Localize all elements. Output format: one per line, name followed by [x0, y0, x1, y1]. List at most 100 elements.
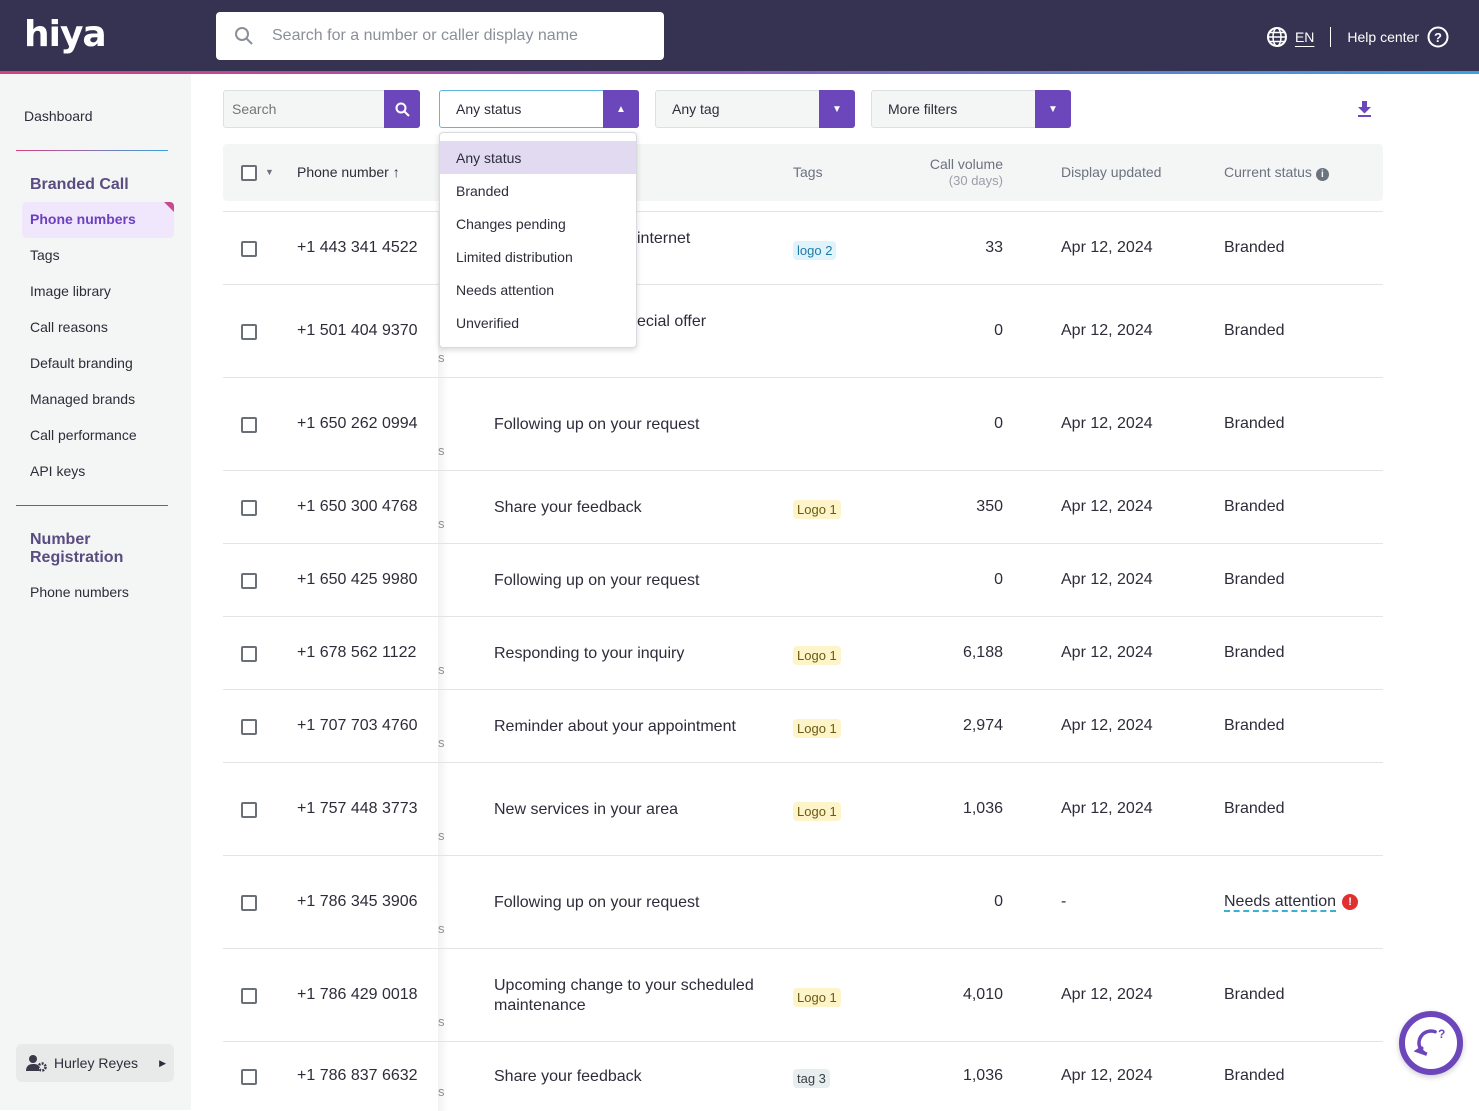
phone-number[interactable]: +1 786 345 3906: [297, 892, 418, 910]
table-row[interactable]: +1 786 345 3906 s Following up on your re…: [223, 855, 1383, 948]
column-current-status: Current status i: [1224, 164, 1329, 181]
table-row[interactable]: +1 707 703 4760 s Reminder about your app…: [223, 689, 1383, 762]
status-option[interactable]: Branded: [456, 182, 509, 199]
sidebar-item-managed-brands[interactable]: Managed brands: [30, 391, 136, 407]
row-checkbox[interactable]: [241, 572, 257, 589]
phone-number[interactable]: +1 786 837 6632: [297, 1067, 418, 1084]
select-all-checkbox[interactable]: [241, 165, 257, 181]
display-updated: -: [1061, 892, 1067, 910]
table-row[interactable]: +1 650 262 0994 s Following up on your re…: [223, 377, 1383, 470]
more-filters[interactable]: More filters ▼: [871, 90, 1071, 128]
caret-down-icon[interactable]: ▼: [1035, 90, 1071, 128]
caret-down-icon[interactable]: ▼: [819, 90, 855, 128]
tag-filter-value: Any tag: [672, 101, 720, 117]
phone-number[interactable]: +1 757 448 3773: [297, 799, 418, 817]
global-search[interactable]: [216, 12, 664, 60]
display-updated: Apr 12, 2024: [1061, 716, 1153, 734]
user-menu[interactable]: Hurley Reyes ▶: [16, 1044, 174, 1082]
caret-up-icon[interactable]: ▲: [603, 90, 639, 128]
divider: [1330, 27, 1332, 47]
search-button[interactable]: [384, 90, 420, 128]
sticky-column-shadow: [438, 544, 448, 616]
tag-badge[interactable]: Logo 1: [793, 499, 841, 519]
sidebar-item-phone-numbers[interactable]: Phone numbers: [22, 202, 174, 238]
sidebar: Dashboard Branded Call Phone numbers Tag…: [0, 74, 191, 1110]
row-checkbox[interactable]: [241, 718, 257, 735]
sidebar-item-call-performance[interactable]: Call performance: [30, 427, 137, 443]
phone-number[interactable]: +1 443 341 4522: [297, 238, 418, 256]
call-volume: 350: [976, 497, 1003, 515]
sticky-column-shadow: [438, 949, 448, 1041]
status-option[interactable]: Any status: [440, 141, 636, 174]
status-needs-attention[interactable]: Needs attention!: [1224, 892, 1359, 912]
global-search-input[interactable]: [272, 27, 632, 45]
row-checkbox[interactable]: [241, 323, 257, 340]
current-status: Branded: [1224, 238, 1285, 256]
tag-badge[interactable]: tag 3: [793, 1069, 830, 1088]
phone-numbers-table: ▼ Phone number ↑ Tags Call volume (30 day…: [223, 144, 1383, 1111]
tag-badge[interactable]: logo 2: [793, 240, 837, 260]
table-search[interactable]: [223, 90, 420, 128]
phone-number[interactable]: +1 707 703 4760: [297, 716, 418, 734]
row-checkbox[interactable]: [241, 499, 257, 516]
table-row[interactable]: +1 757 448 3773 s New services in your ar…: [223, 762, 1383, 855]
active-marker: [164, 202, 174, 212]
table-row[interactable]: +1 501 404 9370 s ecial offer 0 Apr 12, 20…: [223, 284, 1383, 377]
row-checkbox[interactable]: [241, 416, 257, 433]
download-icon[interactable]: [1357, 100, 1372, 118]
phone-number[interactable]: +1 650 262 0994: [297, 414, 418, 432]
sidebar-item-dashboard[interactable]: Dashboard: [24, 108, 93, 124]
table-row[interactable]: +1 786 837 6632 s Share your feedback tag …: [223, 1041, 1383, 1111]
hiya-logo[interactable]: hiya: [24, 14, 107, 55]
status-option[interactable]: Changes pending: [456, 215, 566, 232]
column-phone-number[interactable]: Phone number ↑: [297, 164, 400, 180]
tag-badge[interactable]: Logo 1: [793, 801, 841, 821]
row-checkbox[interactable]: [241, 801, 257, 818]
sidebar-item-default-branding[interactable]: Default branding: [30, 355, 133, 371]
alert-icon: !: [1342, 893, 1359, 910]
phone-number[interactable]: +1 650 425 9980: [297, 570, 418, 588]
chat-help-button[interactable]: ?: [1399, 1011, 1463, 1075]
globe-icon[interactable]: [1266, 27, 1287, 47]
status-filter[interactable]: Any status ▲: [439, 90, 639, 128]
column-call-volume[interactable]: Call volume (30 days): [929, 156, 1003, 188]
phone-number[interactable]: +1 501 404 9370: [297, 321, 418, 339]
language-selector[interactable]: EN: [1294, 29, 1315, 45]
row-checkbox[interactable]: [241, 645, 257, 662]
sidebar-item-api-keys[interactable]: API keys: [30, 463, 86, 479]
phone-number[interactable]: +1 678 562 1122: [297, 643, 417, 661]
table-row[interactable]: +1 443 341 4522 internet logo 2 33 Apr 12,…: [223, 211, 1383, 284]
tag-badge[interactable]: Logo 1: [793, 718, 841, 738]
sidebar-item-registration-phone-numbers[interactable]: Phone numbers: [30, 584, 129, 600]
table-row[interactable]: +1 650 425 9980 Following up on your req…: [223, 543, 1383, 616]
status-option[interactable]: Needs attention: [456, 281, 555, 298]
user-name: Hurley Reyes: [54, 1055, 139, 1071]
info-icon[interactable]: i: [1315, 168, 1329, 181]
sidebar-item-label: Phone numbers: [30, 211, 136, 227]
row-checkbox[interactable]: [241, 894, 257, 911]
table-row[interactable]: +1 650 300 4768 s Share your feedback Logo…: [223, 470, 1383, 543]
table-row[interactable]: +1 678 562 1122 s Responding to your inqu…: [223, 616, 1383, 689]
row-checkbox[interactable]: [241, 987, 257, 1004]
sidebar-item-tags[interactable]: Tags: [30, 247, 60, 263]
tag-badge[interactable]: Logo 1: [793, 645, 841, 665]
phone-number[interactable]: +1 650 300 4768: [297, 497, 418, 515]
display-name: New services in your area: [494, 800, 679, 818]
display-updated: Apr 12, 2024: [1061, 238, 1153, 256]
tag-badge[interactable]: Logo 1: [793, 987, 841, 1007]
status-option[interactable]: Unverified: [456, 314, 520, 331]
row-checkbox[interactable]: [241, 240, 257, 257]
help-icon[interactable]: ?: [1427, 26, 1449, 48]
table-row[interactable]: +1 786 429 0018 s Upcoming change to your…: [223, 948, 1383, 1041]
sidebar-item-image-library[interactable]: Image library: [30, 283, 111, 299]
help-center-link[interactable]: Help center: [1347, 29, 1419, 45]
row-checkbox[interactable]: [241, 1069, 257, 1085]
call-volume: 4,010: [962, 985, 1003, 1003]
column-display-updated[interactable]: Display updated: [1061, 164, 1162, 180]
chevron-down-icon[interactable]: ▼: [265, 167, 274, 177]
table-search-input[interactable]: [224, 101, 384, 117]
sidebar-item-call-reasons[interactable]: Call reasons: [30, 319, 108, 335]
status-option[interactable]: Limited distribution: [456, 248, 573, 265]
tag-filter[interactable]: Any tag ▼: [655, 90, 855, 128]
phone-number[interactable]: +1 786 429 0018: [297, 985, 418, 1003]
